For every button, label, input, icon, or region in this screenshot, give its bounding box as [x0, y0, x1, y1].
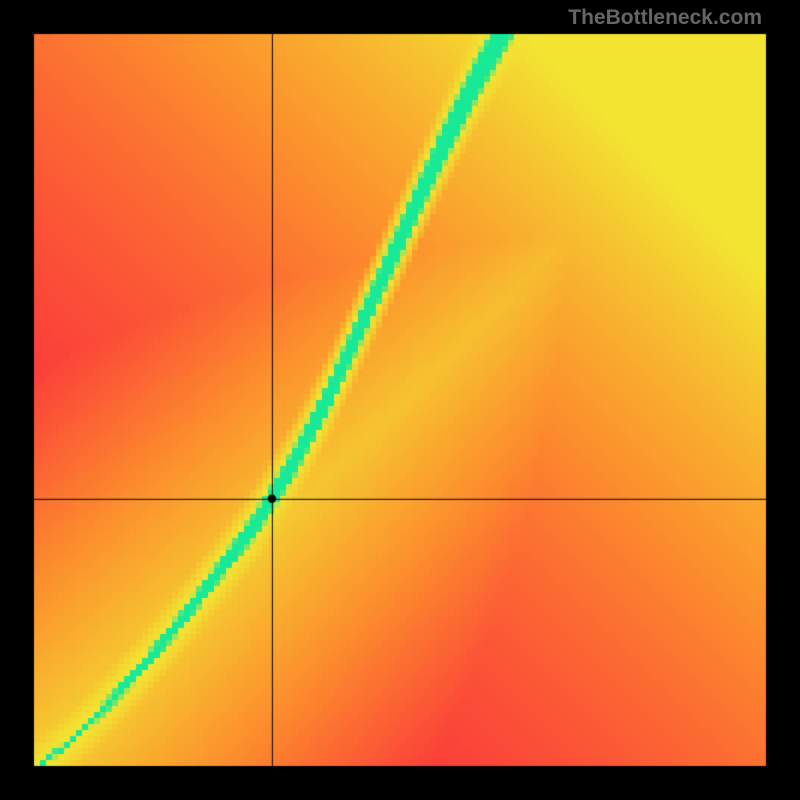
- chart-container: { "watermark": { "text": "TheBottleneck.…: [0, 0, 800, 800]
- bottleneck-heatmap: [0, 0, 800, 800]
- watermark-text: TheBottleneck.com: [568, 6, 762, 30]
